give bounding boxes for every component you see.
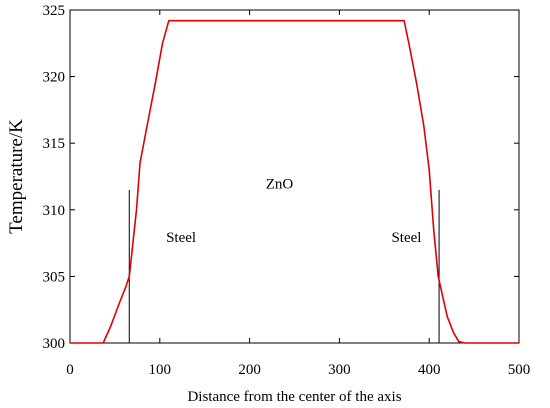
x-tick-label: 400 [418,362,441,378]
annotation-steel: Steel [166,230,196,246]
x-tick-label: 300 [328,362,351,378]
plot-layer: 0 100 200 300 400 500 300 305 310 315 320 325 ZnO Ste… [43,3,531,378]
x-tick-label: 500 [508,362,531,378]
x-tick-label: 200 [238,362,261,378]
y-tick-label: 310 [43,203,66,219]
y-tick-label: 315 [43,136,66,152]
temperature-series-line [70,19,519,344]
y-tick-label: 300 [43,336,66,352]
y-axis-label: Temperature/K [6,119,27,234]
x-tick-label: 0 [66,362,74,378]
y-tick-label: 305 [43,269,66,285]
plot-frame [69,9,520,344]
y-tick-label: 325 [43,3,66,19]
annotation-zno: ZnO [266,176,294,192]
y-tick-label: 320 [43,70,66,86]
x-tick-label: 100 [149,362,172,378]
x-axis-label: Distance from the center of the axis [187,389,401,405]
annotation-steel: Steel [391,230,421,246]
